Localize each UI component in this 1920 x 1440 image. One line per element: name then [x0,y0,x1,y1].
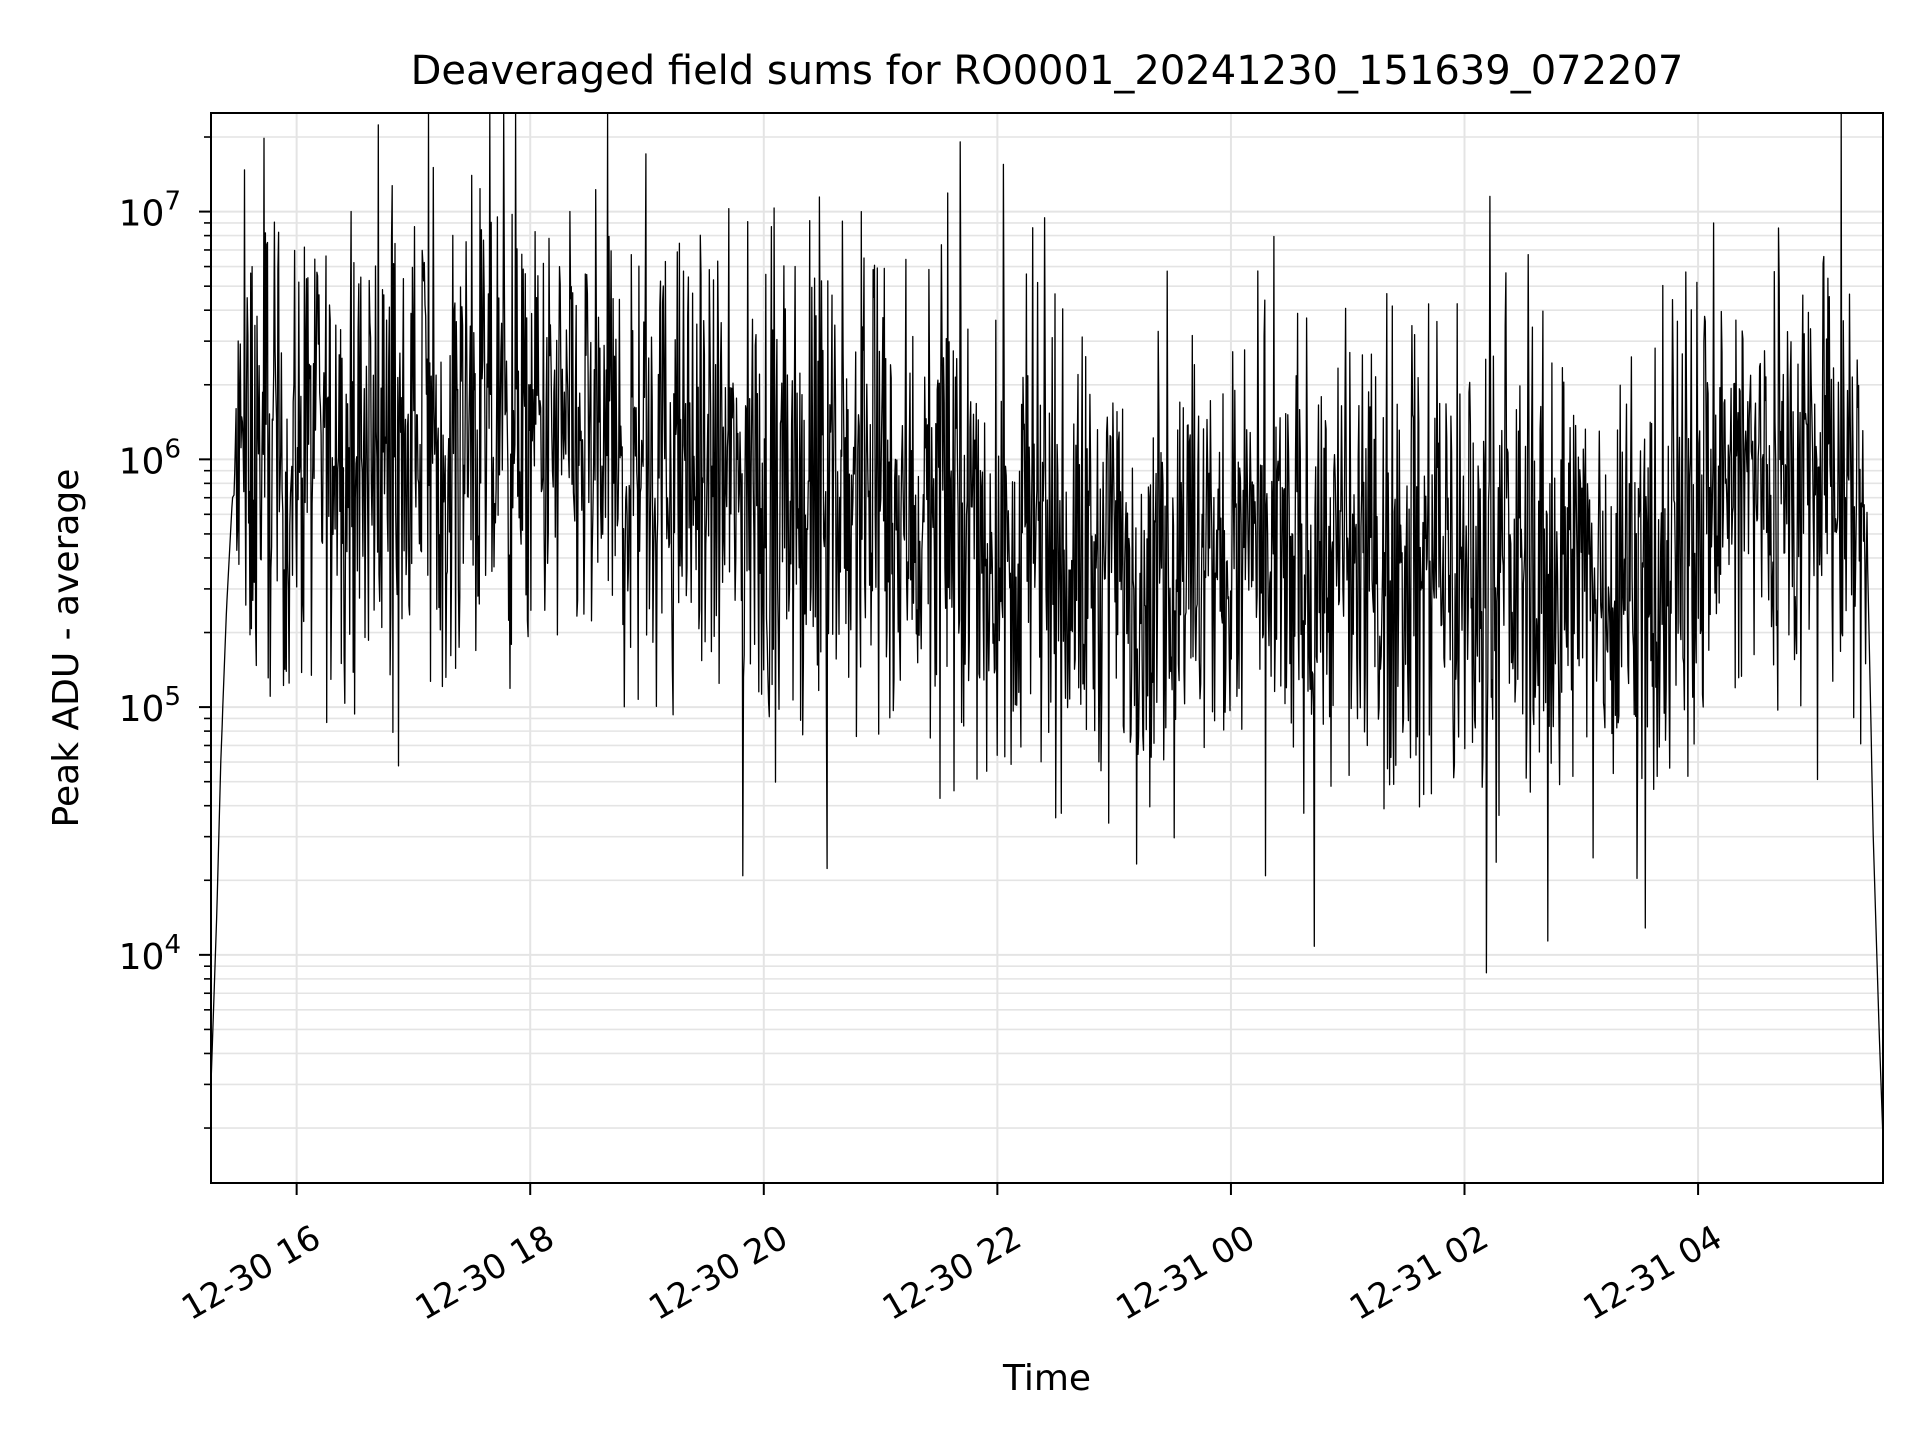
y-tick-exponent: 7 [164,187,181,217]
y-tick-exponent: 6 [164,434,181,464]
series-line [210,112,1884,1140]
y-axis-label: Peak ADU - average [46,469,87,828]
y-tick-label: 105 [119,682,181,730]
y-tick-base: 10 [119,937,165,978]
x-tick-label: 12-30 16 [175,1218,327,1329]
chart-title: Deaveraged field sums for RO0001_2024123… [411,48,1684,94]
y-tick-label: 106 [119,434,181,482]
x-tick-label: 12-31 02 [1343,1218,1495,1329]
series-group [210,112,1884,1140]
x-tick-label: 12-30 20 [642,1218,794,1329]
x-tick-label: 12-31 04 [1577,1218,1729,1329]
x-tick-label: 12-30 22 [876,1218,1028,1329]
y-tick-exponent: 5 [164,682,181,712]
y-tick-base: 10 [119,441,165,482]
x-tick-label: 12-31 00 [1109,1218,1261,1329]
plot-frame [210,112,1884,1184]
x-axis: 12-30 16 12-30 18 12-30 20 12-30 22 12-31 00… [175,1183,1729,1329]
y-tick-base: 10 [119,194,165,235]
y-tick-exponent: 4 [164,930,181,960]
grid [211,113,1883,1183]
y-tick-base: 10 [119,689,165,730]
y-tick-label: 104 [119,930,181,978]
x-axis-label: Time [1002,1358,1091,1399]
y-tick-label: 107 [119,187,181,235]
x-tick-label: 12-30 18 [409,1218,561,1329]
